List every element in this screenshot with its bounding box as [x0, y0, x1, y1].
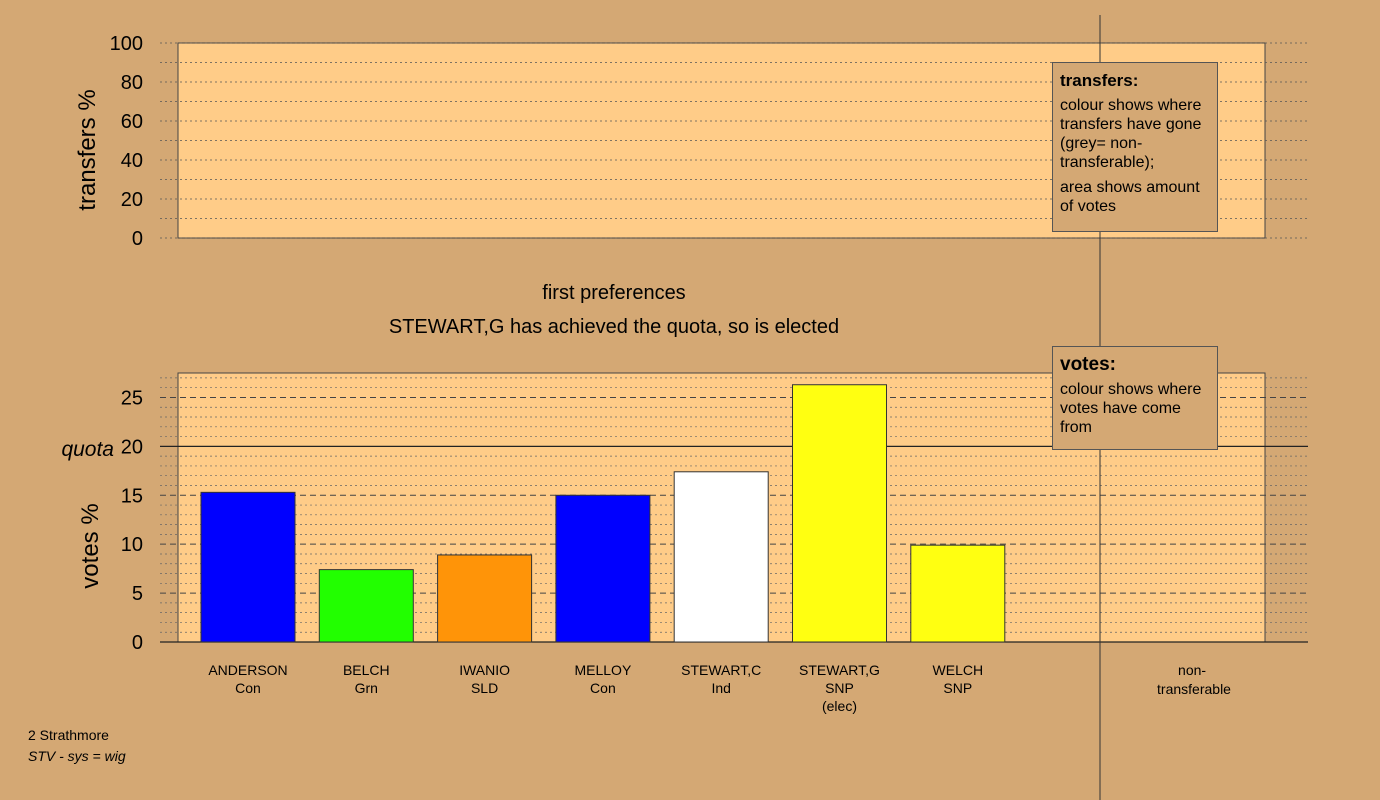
transfers-legend: transfers: colour shows where transfers … [1052, 62, 1218, 232]
candidate-label: STEWART,C Ind [681, 662, 761, 696]
vote-bar [437, 554, 533, 643]
candidate-label-line: Con [590, 680, 616, 696]
votes-legend: votes: colour shows where votes have com… [1052, 346, 1218, 450]
votes-y-axis-label: votes % [77, 503, 104, 588]
candidate-label-line: WELCH [933, 662, 984, 678]
votes-bars [200, 384, 1006, 643]
votes-y-tick: 0 [132, 632, 143, 654]
quota-label: quota [61, 438, 114, 461]
transfers-legend-title: transfers: [1060, 71, 1139, 90]
vote-bar [318, 569, 414, 643]
vote-bar [200, 491, 296, 643]
transfers-legend-line2: area shows amount of votes [1060, 179, 1200, 215]
candidate-label-line: (elec) [822, 698, 857, 714]
transfers-y-tick: 60 [121, 111, 143, 133]
votes-y-tick: 10 [121, 534, 143, 556]
transfers-y-axis-label: transfers % [74, 89, 101, 210]
candidate-label: ANDERSON Con [208, 662, 287, 696]
votes-legend-title: votes: [1060, 354, 1116, 375]
votes-y-tick: 15 [121, 485, 143, 507]
stage-title: first preferences [542, 282, 685, 304]
nontransferable-label-line2: transferable [1157, 681, 1231, 697]
candidate-label: BELCH Grn [343, 662, 390, 696]
candidate-label: MELLOY Con [574, 662, 631, 696]
candidate-label-line: BELCH [343, 662, 390, 678]
transfers-y-tick: 40 [121, 150, 143, 172]
votes-y-tick: 20 [121, 436, 143, 458]
vote-bar [792, 384, 887, 643]
transfers-legend-line1: colour shows where transfers have gone (… [1060, 97, 1202, 171]
nontransferable-label: non- transferable [1157, 662, 1231, 697]
candidate-labels: ANDERSON Con BELCH Grn IWANIO SLD MELLOY Con STE… [208, 662, 983, 714]
candidate-label-line: SNP [943, 680, 972, 696]
candidate-label: STEWART,G SNP (elec) [799, 662, 880, 714]
transfers-y-ticks: 0 20 40 60 80 100 [110, 33, 143, 250]
votes-y-tick: 25 [121, 387, 143, 409]
system-label: STV - sys = wig [28, 748, 126, 764]
transfers-y-tick: 0 [132, 228, 143, 250]
votes-y-ticks: 0 5 10 15 20 25 [121, 387, 143, 654]
votes-legend-line1: colour shows where votes have come from [1060, 381, 1202, 436]
vote-bar [555, 494, 651, 643]
candidate-label: IWANIO SLD [459, 662, 510, 696]
transfers-y-tick: 100 [110, 33, 143, 55]
candidate-label-line: SLD [471, 680, 498, 696]
candidate-label-line: Ind [711, 680, 730, 696]
candidate-label-line: Con [235, 680, 261, 696]
votes-y-tick: 5 [132, 583, 143, 605]
vote-bar [910, 544, 1006, 643]
candidate-label-line: IWANIO [459, 662, 510, 678]
candidate-label-line: Grn [355, 680, 378, 696]
candidate-label-line: STEWART,C [681, 662, 761, 678]
candidate-label-line: STEWART,G [799, 662, 880, 678]
stage-message: STEWART,G has achieved the quota, so is … [389, 316, 839, 338]
vote-bar [673, 471, 769, 643]
candidate-label-line: MELLOY [574, 662, 631, 678]
transfers-y-tick: 80 [121, 72, 143, 94]
transfers-y-tick: 20 [121, 189, 143, 211]
nontransferable-label-line1: non- [1178, 662, 1206, 678]
candidate-label-line: ANDERSON [208, 662, 287, 678]
candidate-label: WELCH SNP [933, 662, 984, 696]
constituency-label: 2 Strathmore [28, 727, 109, 743]
candidate-label-line: SNP [825, 680, 854, 696]
